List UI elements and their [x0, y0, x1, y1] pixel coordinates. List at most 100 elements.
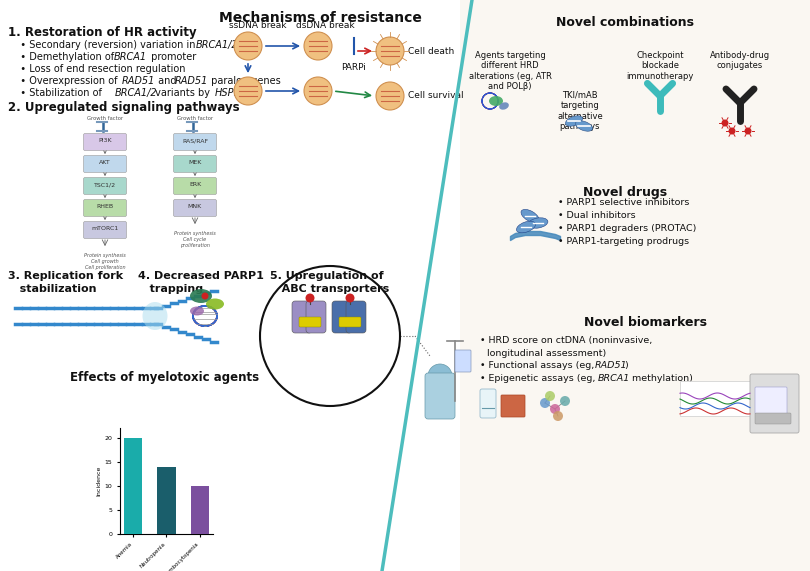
- Text: 5. Upregulation of: 5. Upregulation of: [270, 271, 384, 281]
- FancyBboxPatch shape: [332, 301, 352, 333]
- Text: 3. Replication fork: 3. Replication fork: [8, 271, 123, 281]
- Ellipse shape: [206, 299, 224, 309]
- Bar: [157, 467, 176, 534]
- FancyBboxPatch shape: [292, 301, 312, 333]
- FancyBboxPatch shape: [755, 413, 791, 424]
- Text: mTORC1: mTORC1: [92, 227, 118, 231]
- Text: • PARP1-targeting prodrugs: • PARP1-targeting prodrugs: [558, 237, 689, 246]
- Circle shape: [234, 32, 262, 60]
- Text: dsDNA break: dsDNA break: [296, 21, 354, 30]
- FancyBboxPatch shape: [306, 301, 326, 333]
- Text: Receptor tyrosine
kinase (RTK): Receptor tyrosine kinase (RTK): [87, 134, 123, 143]
- Text: paralog genes: paralog genes: [208, 76, 281, 86]
- Text: AKT: AKT: [99, 160, 111, 166]
- Text: Protein synthesis
Cell cycle
proliferation: Protein synthesis Cell cycle proliferati…: [174, 231, 216, 248]
- Text: • Epigenetic assays (eg,: • Epigenetic assays (eg,: [480, 374, 599, 383]
- Text: • Secondary (reversion) variation in: • Secondary (reversion) variation in: [14, 40, 198, 50]
- FancyBboxPatch shape: [299, 317, 321, 327]
- Ellipse shape: [575, 121, 593, 131]
- Text: ssDNA break: ssDNA break: [229, 21, 287, 30]
- FancyBboxPatch shape: [455, 350, 471, 372]
- Circle shape: [202, 292, 208, 300]
- Circle shape: [305, 293, 314, 303]
- Circle shape: [376, 37, 404, 65]
- Text: Receptor tyrosine
kinase (RTK): Receptor tyrosine kinase (RTK): [177, 134, 213, 143]
- Text: • HRD score on ctDNA (noninvasive,: • HRD score on ctDNA (noninvasive,: [480, 336, 652, 345]
- Y-axis label: Incidence: Incidence: [96, 466, 101, 496]
- Text: • Functional assays (eg,: • Functional assays (eg,: [480, 361, 597, 370]
- Text: variants by: variants by: [152, 88, 213, 98]
- Text: 1. Restoration of HR activity: 1. Restoration of HR activity: [8, 26, 197, 39]
- Ellipse shape: [489, 96, 503, 106]
- Text: • Loss of end resection regulation: • Loss of end resection regulation: [14, 64, 185, 74]
- Text: Cell death: Cell death: [408, 46, 454, 55]
- Ellipse shape: [143, 302, 168, 330]
- FancyBboxPatch shape: [173, 134, 216, 151]
- Text: RAD51: RAD51: [595, 361, 628, 370]
- Text: RAD51: RAD51: [122, 76, 156, 86]
- Text: and: and: [155, 76, 180, 86]
- FancyBboxPatch shape: [83, 134, 126, 151]
- Text: • Stabilization of: • Stabilization of: [14, 88, 105, 98]
- Ellipse shape: [517, 221, 535, 233]
- FancyBboxPatch shape: [750, 374, 799, 433]
- FancyBboxPatch shape: [83, 222, 126, 239]
- Text: • PARP1 selective inhibitors: • PARP1 selective inhibitors: [558, 198, 689, 207]
- Text: RAS/RAF: RAS/RAF: [182, 139, 208, 143]
- Text: • Overexpression of: • Overexpression of: [14, 76, 121, 86]
- FancyBboxPatch shape: [501, 395, 525, 417]
- Circle shape: [540, 398, 550, 408]
- Text: Cell survival: Cell survival: [408, 91, 463, 100]
- Text: methylation): methylation): [629, 374, 693, 383]
- Text: Checkpoint
blockade
immunotherapy: Checkpoint blockade immunotherapy: [626, 51, 693, 81]
- Text: TSC1/2: TSC1/2: [94, 183, 116, 187]
- Text: Protein synthesis
Cell growth
Cell proliferation: Protein synthesis Cell growth Cell proli…: [84, 253, 126, 270]
- Text: Novel biomarkers: Novel biomarkers: [583, 316, 706, 329]
- Ellipse shape: [190, 289, 212, 303]
- Bar: [190, 486, 209, 534]
- FancyBboxPatch shape: [83, 199, 126, 216]
- Circle shape: [545, 391, 555, 401]
- Text: PARPi: PARPi: [342, 63, 366, 72]
- Text: Effects of myelotoxic agents: Effects of myelotoxic agents: [70, 371, 259, 384]
- FancyBboxPatch shape: [425, 373, 455, 419]
- Text: MNK: MNK: [188, 204, 202, 210]
- Text: MEK: MEK: [188, 160, 202, 166]
- Text: RAD51: RAD51: [175, 76, 208, 86]
- Ellipse shape: [190, 307, 204, 316]
- Text: TKI/mAB
targeting
alternative
pathways: TKI/mAB targeting alternative pathways: [557, 91, 603, 131]
- Ellipse shape: [565, 116, 582, 126]
- Text: ERK: ERK: [189, 183, 201, 187]
- Circle shape: [304, 77, 332, 105]
- Text: promoter: promoter: [148, 52, 196, 62]
- Circle shape: [234, 77, 262, 105]
- Circle shape: [560, 396, 570, 406]
- FancyBboxPatch shape: [480, 389, 496, 418]
- Text: Growth factor: Growth factor: [87, 116, 123, 121]
- Text: 2. Upregulated signaling pathways: 2. Upregulated signaling pathways: [8, 101, 240, 114]
- Text: Antibody-drug
conjugates: Antibody-drug conjugates: [710, 51, 770, 70]
- Text: ABC transporters: ABC transporters: [270, 284, 390, 294]
- Circle shape: [428, 364, 452, 388]
- Text: stabilization: stabilization: [8, 284, 96, 294]
- FancyBboxPatch shape: [173, 155, 216, 172]
- Text: RHEB: RHEB: [96, 204, 113, 210]
- Text: Agents targeting
different HRD
alterations (eg, ATR
and POLβ): Agents targeting different HRD alteratio…: [468, 51, 552, 91]
- Text: • PARP1 degraders (PROTAC): • PARP1 degraders (PROTAC): [558, 224, 697, 233]
- Ellipse shape: [528, 218, 548, 228]
- FancyBboxPatch shape: [173, 178, 216, 195]
- Text: Novel combinations: Novel combinations: [556, 16, 694, 29]
- Text: BRCA1/2: BRCA1/2: [115, 88, 158, 98]
- FancyBboxPatch shape: [83, 178, 126, 195]
- FancyBboxPatch shape: [83, 155, 126, 172]
- Text: Growth factor: Growth factor: [177, 116, 213, 121]
- Text: Mechanisms of resistance: Mechanisms of resistance: [219, 11, 421, 25]
- Circle shape: [722, 119, 728, 127]
- FancyBboxPatch shape: [346, 301, 366, 333]
- FancyBboxPatch shape: [460, 0, 810, 571]
- FancyBboxPatch shape: [173, 199, 216, 216]
- Text: • Dual inhibitors: • Dual inhibitors: [558, 211, 636, 220]
- Ellipse shape: [521, 210, 539, 223]
- Text: PI3K: PI3K: [98, 139, 112, 143]
- Bar: [124, 438, 143, 534]
